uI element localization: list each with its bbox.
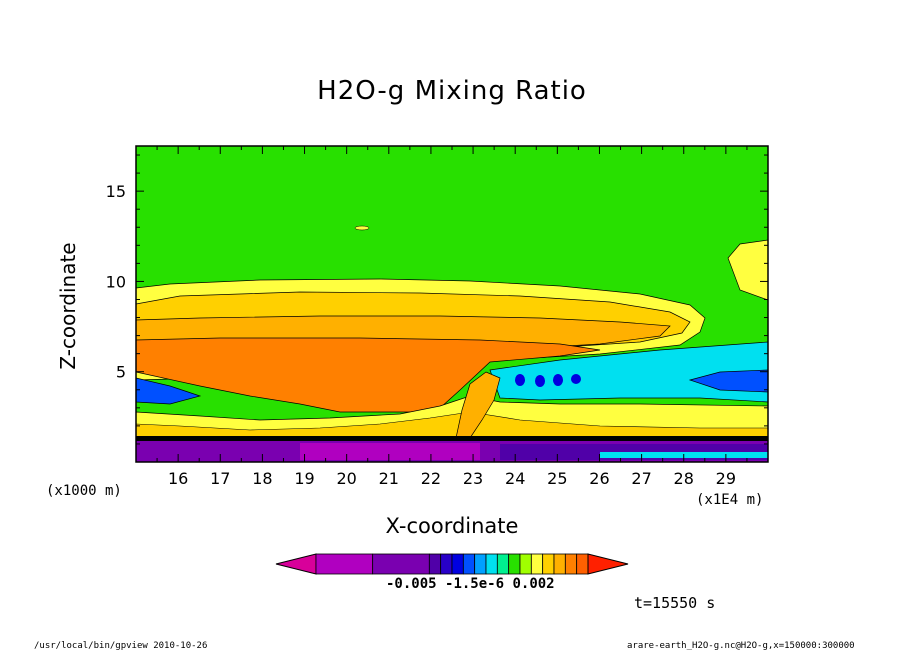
y-axis-multiplier: (x1000 m): [46, 483, 122, 499]
contour-field: [136, 146, 768, 462]
colorbar-segment: [451, 553, 464, 575]
x-tick-label: 24: [505, 469, 525, 488]
contour-blob: [515, 374, 525, 386]
y-axis: 5 10 15: [106, 154, 768, 463]
contour-band-lower-gold: [136, 411, 768, 439]
x-tick-label: 16: [168, 469, 188, 488]
footer-right: arare-earth_H2O-g.nc@H2O-g,x=150000:3000…: [627, 641, 855, 651]
colorbar-segment: [315, 553, 374, 575]
chart-title: H2O-g Mixing Ratio: [317, 76, 587, 106]
y-axis-label: Z-coordinate: [56, 242, 80, 370]
colorbar-segment: [519, 553, 532, 575]
x-tick-label: 18: [252, 469, 272, 488]
colorbar-segment: [508, 553, 521, 575]
x-tick-label: 29: [716, 469, 736, 488]
colorbar-segment: [530, 553, 544, 575]
x-tick-label: 28: [674, 469, 694, 488]
y-tick-label: 10: [106, 272, 126, 291]
colorbar-label: 0.002: [512, 576, 555, 592]
x-tick-label: 21: [379, 469, 399, 488]
contour-band-orange: [136, 337, 601, 413]
contour-blob: [571, 374, 581, 384]
contour-blob: [354, 225, 370, 231]
colorbar-segment: [462, 553, 476, 575]
contour-band-magenta: [300, 443, 480, 460]
x-tick-label: 17: [210, 469, 230, 488]
x-axis-multiplier: (x1E4 m): [696, 492, 764, 508]
colorbar-segment: [474, 553, 487, 575]
x-axis-label: X-coordinate: [385, 514, 519, 538]
contour-blob: [535, 375, 545, 387]
colorbar-segment: [553, 553, 566, 575]
colorbar-segment: [576, 553, 589, 575]
contour-line-thick: [136, 436, 768, 441]
footer-left: /usr/local/bin/gpview 2010-10-26: [34, 641, 208, 651]
x-tick-label: 19: [294, 469, 314, 488]
colorbar-segment: [440, 553, 453, 575]
colorbar-segment: [564, 553, 578, 575]
contour-column: [455, 371, 501, 439]
colorbar-segment: [496, 553, 510, 575]
contour-band-blue-left: [136, 377, 202, 405]
x-tick-label: 25: [547, 469, 567, 488]
colorbar-segment: [485, 553, 498, 575]
colorbar-arrow-left: [275, 553, 317, 575]
colorbar-labels: -0.005 -1.5e-6 0.002: [386, 576, 555, 592]
x-tick-label: 23: [463, 469, 483, 488]
y-tick-label: 5: [116, 363, 126, 382]
contour-band-yellow-right: [727, 239, 768, 301]
colorbar-segment: [428, 553, 442, 575]
contour-blob: [553, 374, 563, 386]
colorbar-label: -0.005: [386, 576, 437, 592]
colorbar: [275, 553, 629, 575]
colorbar-segment: [542, 553, 555, 575]
time-label: t=15550 s: [634, 594, 716, 612]
x-axis: 16 17 18 19 20 21 22 23 24 25 26 27 28 29: [135, 146, 769, 488]
contour-band-cyan: [489, 341, 768, 403]
x-tick-label: 22: [421, 469, 441, 488]
x-tick-label: 27: [631, 469, 651, 488]
colorbar-arrow-right: [587, 553, 629, 575]
y-tick-label: 15: [106, 182, 126, 201]
colorbar-segment: [372, 553, 430, 575]
x-tick-label: 26: [589, 469, 609, 488]
contour-band-blue: [688, 369, 768, 393]
colorbar-label: -1.5e-6: [445, 576, 505, 592]
x-tick-label: 20: [336, 469, 356, 488]
